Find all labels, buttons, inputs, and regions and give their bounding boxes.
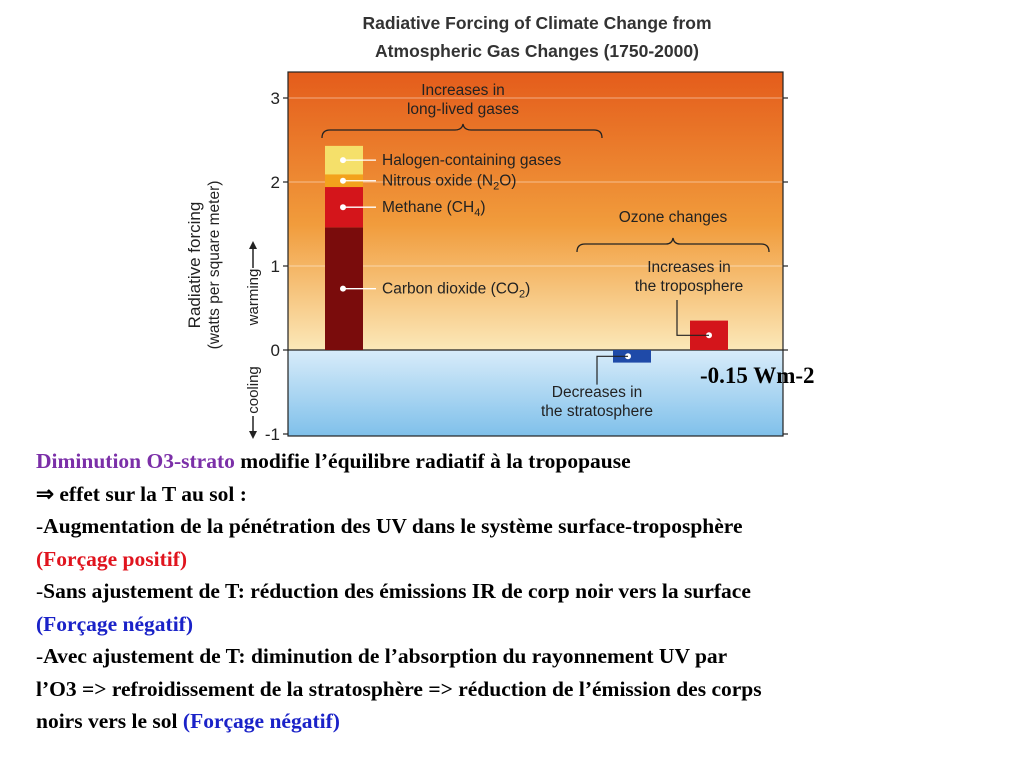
warming-arrowhead bbox=[249, 241, 257, 249]
cooling-label: cooling bbox=[245, 366, 262, 414]
explanation-text: Diminution O3-strato modifie l’équilibre… bbox=[36, 445, 1011, 738]
positive-forcing-background bbox=[288, 72, 783, 350]
text-line-3: -Augmentation de la pénétration des UV d… bbox=[36, 510, 1011, 543]
text-line-3-body: Augmentation de la pénétration des UV da… bbox=[43, 514, 743, 538]
ozone-group-label: Ozone changes bbox=[619, 209, 728, 226]
segment-label-0: Carbon dioxide (CO2) bbox=[382, 281, 530, 301]
text-line-3-dash: - bbox=[36, 514, 44, 538]
warming-label: warming bbox=[245, 269, 262, 327]
cooling-arrowhead bbox=[249, 431, 257, 439]
plot-frame bbox=[287, 71, 784, 437]
troposphere-leader bbox=[676, 300, 709, 336]
stratosphere-leader bbox=[596, 355, 628, 385]
gridlines bbox=[288, 97, 783, 267]
troposphere-label-line-1: Increases in bbox=[647, 259, 731, 276]
positive-forcing-label: (Forçage positif) bbox=[36, 546, 188, 571]
y-axis-label-line-1: Radiative forcing bbox=[185, 202, 204, 329]
y-axis-ticks: -1 0 1 2 3 bbox=[265, 89, 788, 444]
segment-label-3: Halogen-containing gases bbox=[382, 152, 561, 169]
negative-forcing-label-2: (Forçage négatif) bbox=[182, 709, 340, 733]
text-line-9-plain: noirs vers le sol bbox=[36, 709, 183, 733]
text-line-5-body: Sans ajustement de T: réduction des émis… bbox=[43, 579, 751, 603]
stratosphere-label-line-1: Decreases in bbox=[552, 384, 642, 401]
y-tick-label: 0 bbox=[271, 341, 280, 360]
text-line-7-body: Avec ajustement de T: diminution de l’ab… bbox=[43, 644, 728, 668]
segment-label-2: Nitrous oxide (N2O) bbox=[382, 173, 516, 193]
text-line-1-rest: modifie l’équilibre radiatif à la tropop… bbox=[234, 449, 631, 473]
chart-title-line-1: Radiative Forcing of Climate Change from bbox=[362, 13, 711, 33]
text-line-7-dash: - bbox=[36, 644, 44, 668]
text-line-9: noirs vers le sol (Forçage négatif) bbox=[36, 705, 1011, 738]
stratosphere-label-line-2: the stratosphere bbox=[541, 403, 653, 420]
y-tick-label: 3 bbox=[271, 89, 280, 108]
chart-title-line-2: Atmospheric Gas Changes (1750-2000) bbox=[375, 41, 699, 61]
negative-forcing-background bbox=[288, 350, 783, 436]
y-tick-label: 2 bbox=[271, 173, 280, 192]
warming-cooling-indicator: cooling warming bbox=[245, 241, 262, 439]
long-lived-group-bracket bbox=[321, 123, 603, 139]
stratospheric-ozone-forcing-annotation: -0.15 Wm-2 bbox=[700, 363, 815, 388]
y-axis-label-line-2: (watts per square meter) bbox=[206, 181, 223, 350]
text-line-5-dash: - bbox=[36, 579, 44, 603]
y-axis-label: Radiative forcing (watts per square mete… bbox=[185, 181, 223, 350]
text-line-7: -Avec ajustement de T: diminution de l’a… bbox=[36, 640, 1011, 673]
text-line-2: ⇒ effet sur la T au sol : bbox=[36, 481, 247, 506]
troposphere-label-line-2: the troposphere bbox=[635, 278, 744, 295]
text-line-8: l’O3 => refroidissement de la stratosphè… bbox=[36, 676, 762, 701]
y-tick-label: 1 bbox=[271, 257, 280, 276]
ozone-stratosphere-bar bbox=[613, 350, 651, 363]
y-tick-label: -1 bbox=[265, 425, 280, 444]
segment-label-1: Methane (CH4) bbox=[382, 199, 485, 219]
radiative-forcing-chart: Radiative Forcing of Climate Change from… bbox=[185, 13, 788, 444]
ozone-decrease-phrase: Diminution O3-strato bbox=[36, 449, 235, 473]
ozone-group-bracket bbox=[576, 237, 770, 253]
text-line-1: Diminution O3-strato modifie l’équilibre… bbox=[36, 445, 1011, 478]
negative-forcing-label: (Forçage négatif) bbox=[36, 611, 193, 636]
long-lived-group-label-line-2: long-lived gases bbox=[407, 101, 519, 118]
bar-labels: Carbon dioxide (CO2) Methane (CH4) Nitrous… bbox=[340, 152, 712, 385]
long-lived-group-label-line-1: Increases in bbox=[421, 82, 505, 99]
text-line-5: -Sans ajustement de T: réduction des émi… bbox=[36, 575, 1011, 608]
